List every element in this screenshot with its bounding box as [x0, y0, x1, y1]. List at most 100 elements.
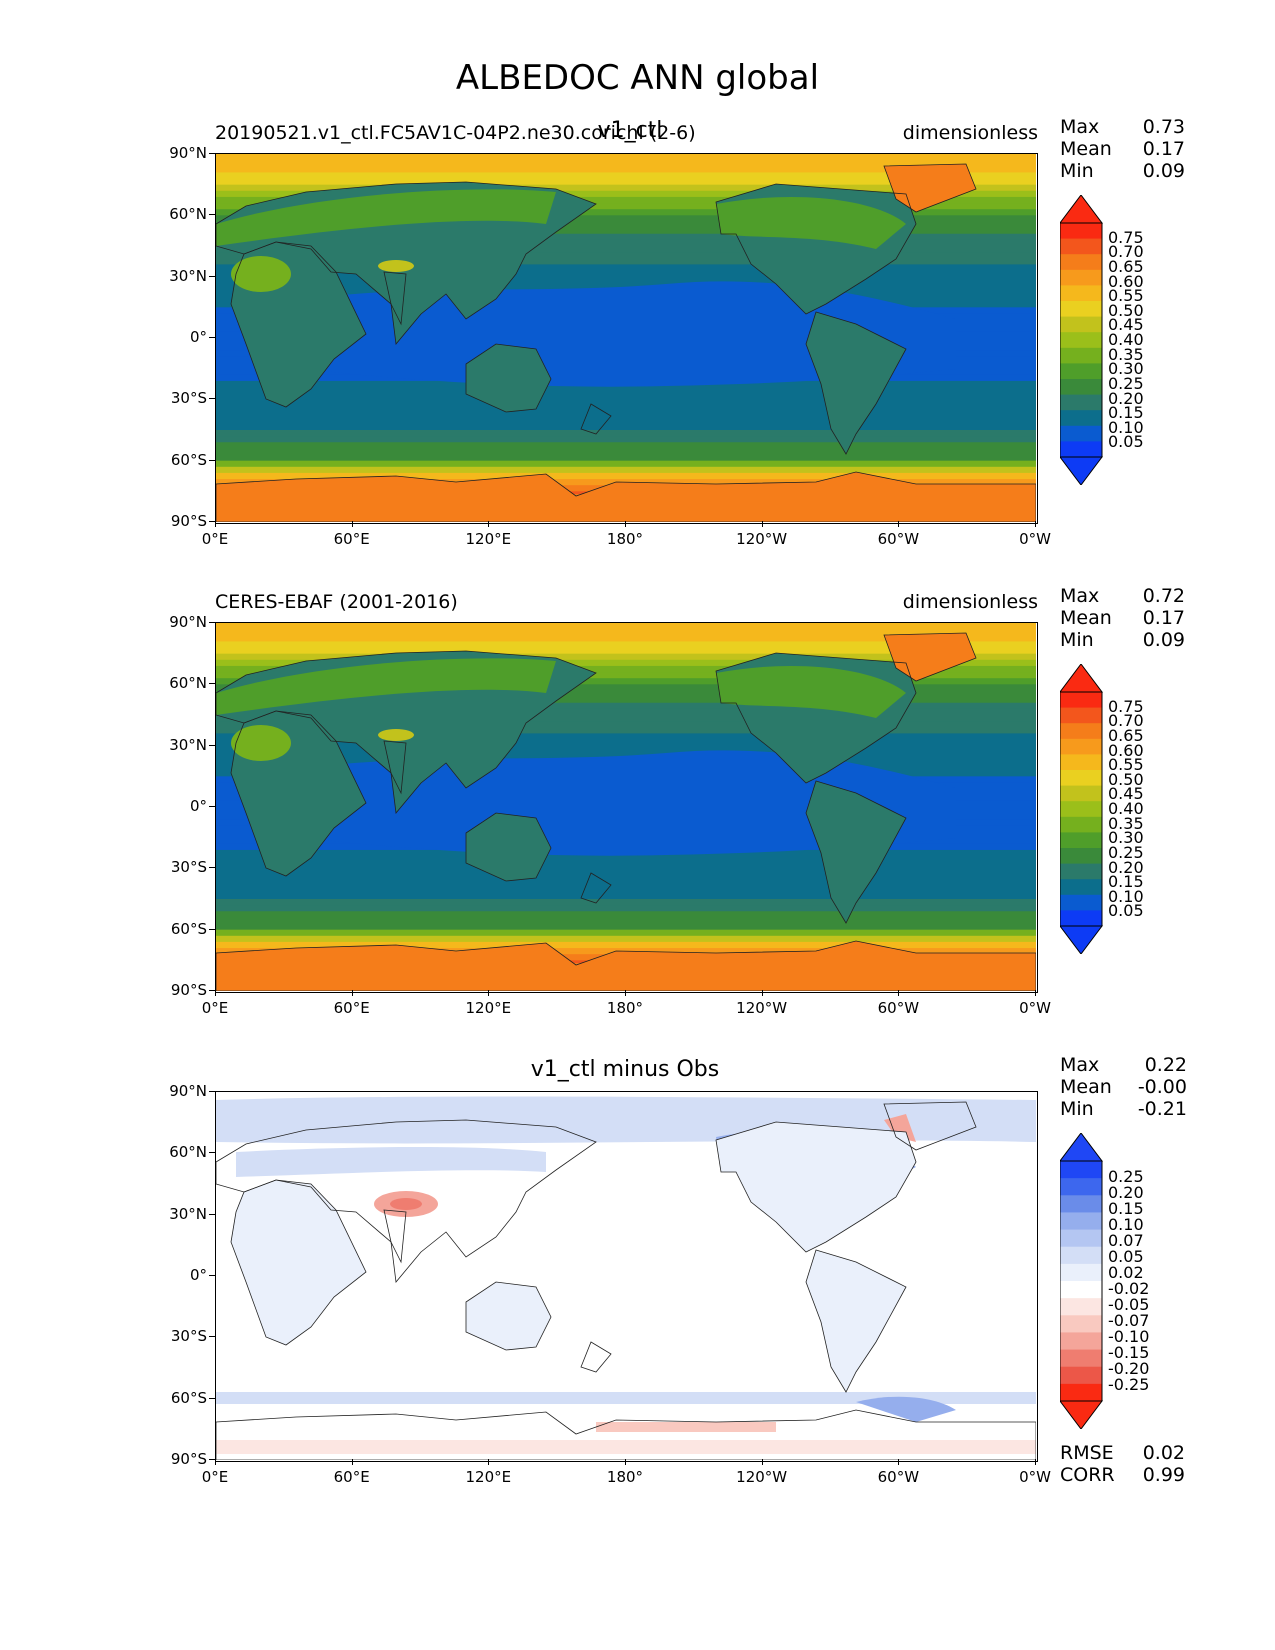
y-tick-label: 0° — [189, 797, 207, 815]
difference-region — [466, 1282, 551, 1350]
x-tick-label: 0°W — [1019, 530, 1051, 548]
zonal-band — [216, 708, 1036, 716]
stat-value: -0.00 — [1137, 1076, 1187, 1098]
y-tick-mark — [209, 459, 215, 461]
coastline — [230, 241, 367, 408]
colorbar-swatch — [1060, 863, 1102, 880]
y-tick-mark — [209, 1336, 215, 1338]
colorbar-swatch — [1060, 723, 1102, 740]
x-tick-label: 0°E — [201, 530, 229, 548]
colorbar-swatch — [1060, 770, 1102, 787]
colorbar-swatch — [1060, 707, 1102, 724]
zonal-band — [216, 678, 1036, 686]
colorbar-min-extend — [1059, 925, 1103, 955]
colorbar-swatch — [1060, 223, 1102, 240]
colorbar-swatch — [1060, 1281, 1102, 1299]
corr-value: 0.99 — [1142, 1464, 1185, 1486]
colorbar-swatch — [1060, 269, 1102, 286]
zonal-band — [216, 635, 1036, 643]
y-tick-mark — [209, 1397, 215, 1399]
colorbar-swatch — [1060, 1349, 1102, 1368]
colorbar-label: 0.55 — [1108, 755, 1144, 775]
panel-2-units: dimensionless — [902, 591, 1038, 613]
y-tick-mark — [209, 1275, 215, 1276]
difference-region — [716, 1122, 916, 1252]
zonal-band — [216, 264, 1036, 272]
y-tick-label: 60°N — [169, 205, 207, 224]
colorbar-label: -0.15 — [1108, 1343, 1150, 1362]
coastline — [216, 471, 1036, 522]
zonal-band — [216, 430, 1036, 437]
zonal-band — [216, 442, 1036, 450]
colorbar-label: 0.20 — [1108, 857, 1144, 877]
y-tick-label: 0° — [189, 1266, 207, 1284]
tibet-region — [378, 260, 414, 272]
y-tick-label: 60°S — [170, 919, 207, 938]
colorbar-outline — [1059, 691, 1103, 927]
colorbar-swatch — [1060, 1161, 1102, 1179]
coastline — [883, 1101, 977, 1151]
colorbar-label: 0.10 — [1108, 886, 1144, 906]
zonal-band — [216, 684, 1036, 692]
colorbar-swatch — [1060, 1178, 1102, 1196]
boreal-land — [716, 196, 906, 249]
figure-title: ALBEDOC ANN global — [455, 58, 820, 98]
stat-value: 0.09 — [1142, 629, 1185, 651]
coastline — [805, 1249, 907, 1393]
coastline — [580, 403, 612, 435]
colorbar-label: 0.75 — [1108, 227, 1144, 247]
stat-label: Min — [1060, 629, 1094, 651]
zonal-band — [216, 623, 1036, 630]
zonal-band — [216, 653, 1036, 661]
zonal-band — [216, 665, 1036, 673]
zonal-band — [216, 935, 1036, 943]
y-tick-mark — [209, 1459, 215, 1460]
zonal-band — [216, 411, 1036, 419]
colorbar-label: 0.35 — [1108, 344, 1144, 364]
x-tick-mark — [488, 1459, 490, 1465]
colorbar — [1059, 663, 1104, 958]
zonal-band — [216, 715, 1036, 722]
zonal-band — [216, 923, 1036, 931]
colorbar-swatch — [1060, 1383, 1102, 1402]
coastline — [216, 1119, 597, 1283]
y-tick-label: 90°N — [169, 1082, 207, 1100]
colorbar-swatch — [1060, 754, 1102, 771]
zonal-band — [216, 899, 1036, 906]
panel-1-units: dimensionless — [902, 122, 1038, 144]
x-tick-mark — [351, 521, 353, 527]
stat-label: Max — [1060, 1054, 1100, 1076]
land-australia — [466, 344, 551, 412]
x-tick-mark — [215, 990, 216, 996]
colorbar-label: 0.50 — [1108, 300, 1144, 320]
zonal-band — [216, 672, 1036, 679]
zonal-band — [216, 436, 1036, 444]
panel-1-center-title: v1_ctl — [597, 118, 663, 143]
x-tick-label: 120°E — [465, 1468, 512, 1486]
y-tick-label: 90°S — [170, 512, 207, 530]
colorbar-label: 0.30 — [1108, 359, 1144, 379]
x-tick-label: 0°E — [201, 999, 229, 1017]
x-tick-mark — [215, 1459, 216, 1465]
colorbar-max-extend — [1059, 1132, 1103, 1162]
greenland-ice — [884, 164, 976, 212]
zonal-band — [216, 892, 1036, 900]
zonal-band — [216, 405, 1036, 413]
zonal-band — [216, 647, 1036, 655]
zonal-band — [216, 862, 1036, 870]
map-plot-area — [215, 622, 1038, 993]
y-tick-label: 30°S — [170, 858, 207, 877]
stat-label: Min — [1060, 1098, 1094, 1120]
zonal-band — [216, 733, 1036, 741]
colorbar-swatch — [1060, 238, 1102, 255]
panel-1-left-title: 20190521.v1_ctl.FC5AV1C-04P2.ne30.corich… — [215, 122, 696, 144]
colorbar-label: 0.15 — [1108, 872, 1144, 892]
zonal-band — [216, 239, 1036, 247]
y-tick-mark — [209, 275, 215, 277]
zonal-band — [216, 917, 1036, 925]
colorbar-label: 0.05 — [1108, 432, 1144, 452]
zonal-band — [216, 276, 1036, 284]
colorbar-swatch — [1060, 301, 1102, 318]
x-tick-mark — [351, 990, 353, 996]
x-tick-label: 120°W — [736, 1468, 788, 1486]
